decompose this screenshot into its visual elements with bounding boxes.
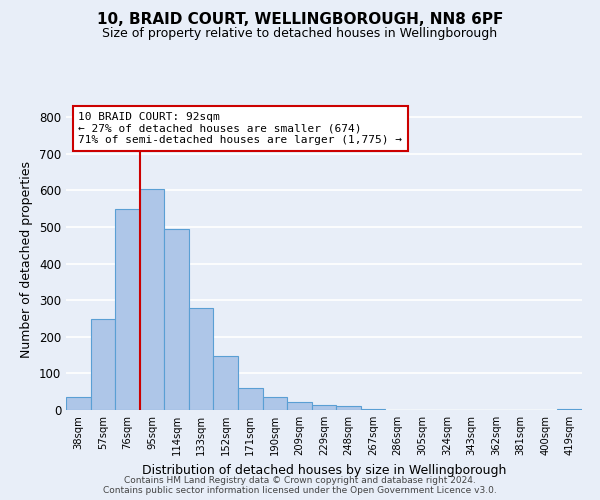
- Bar: [164, 229, 189, 410]
- Y-axis label: Number of detached properties: Number of detached properties: [20, 162, 34, 358]
- Bar: [312, 404, 336, 410]
- Bar: [263, 397, 287, 410]
- Text: 10, BRAID COURT, WELLINGBOROUGH, NN8 6PF: 10, BRAID COURT, WELLINGBOROUGH, NN8 6PF: [97, 12, 503, 28]
- Text: 10 BRAID COURT: 92sqm
← 27% of detached houses are smaller (674)
71% of semi-det: 10 BRAID COURT: 92sqm ← 27% of detached …: [79, 112, 403, 145]
- Text: Size of property relative to detached houses in Wellingborough: Size of property relative to detached ho…: [103, 28, 497, 40]
- Bar: [140, 188, 164, 410]
- Text: Contains HM Land Registry data © Crown copyright and database right 2024.: Contains HM Land Registry data © Crown c…: [124, 476, 476, 485]
- Bar: [238, 388, 263, 410]
- Bar: [287, 402, 312, 410]
- Bar: [336, 406, 361, 410]
- Bar: [115, 209, 140, 410]
- Text: Contains public sector information licensed under the Open Government Licence v3: Contains public sector information licen…: [103, 486, 497, 495]
- Bar: [189, 308, 214, 410]
- Bar: [214, 356, 238, 410]
- Bar: [91, 318, 115, 410]
- X-axis label: Distribution of detached houses by size in Wellingborough: Distribution of detached houses by size …: [142, 464, 506, 476]
- Bar: [66, 397, 91, 410]
